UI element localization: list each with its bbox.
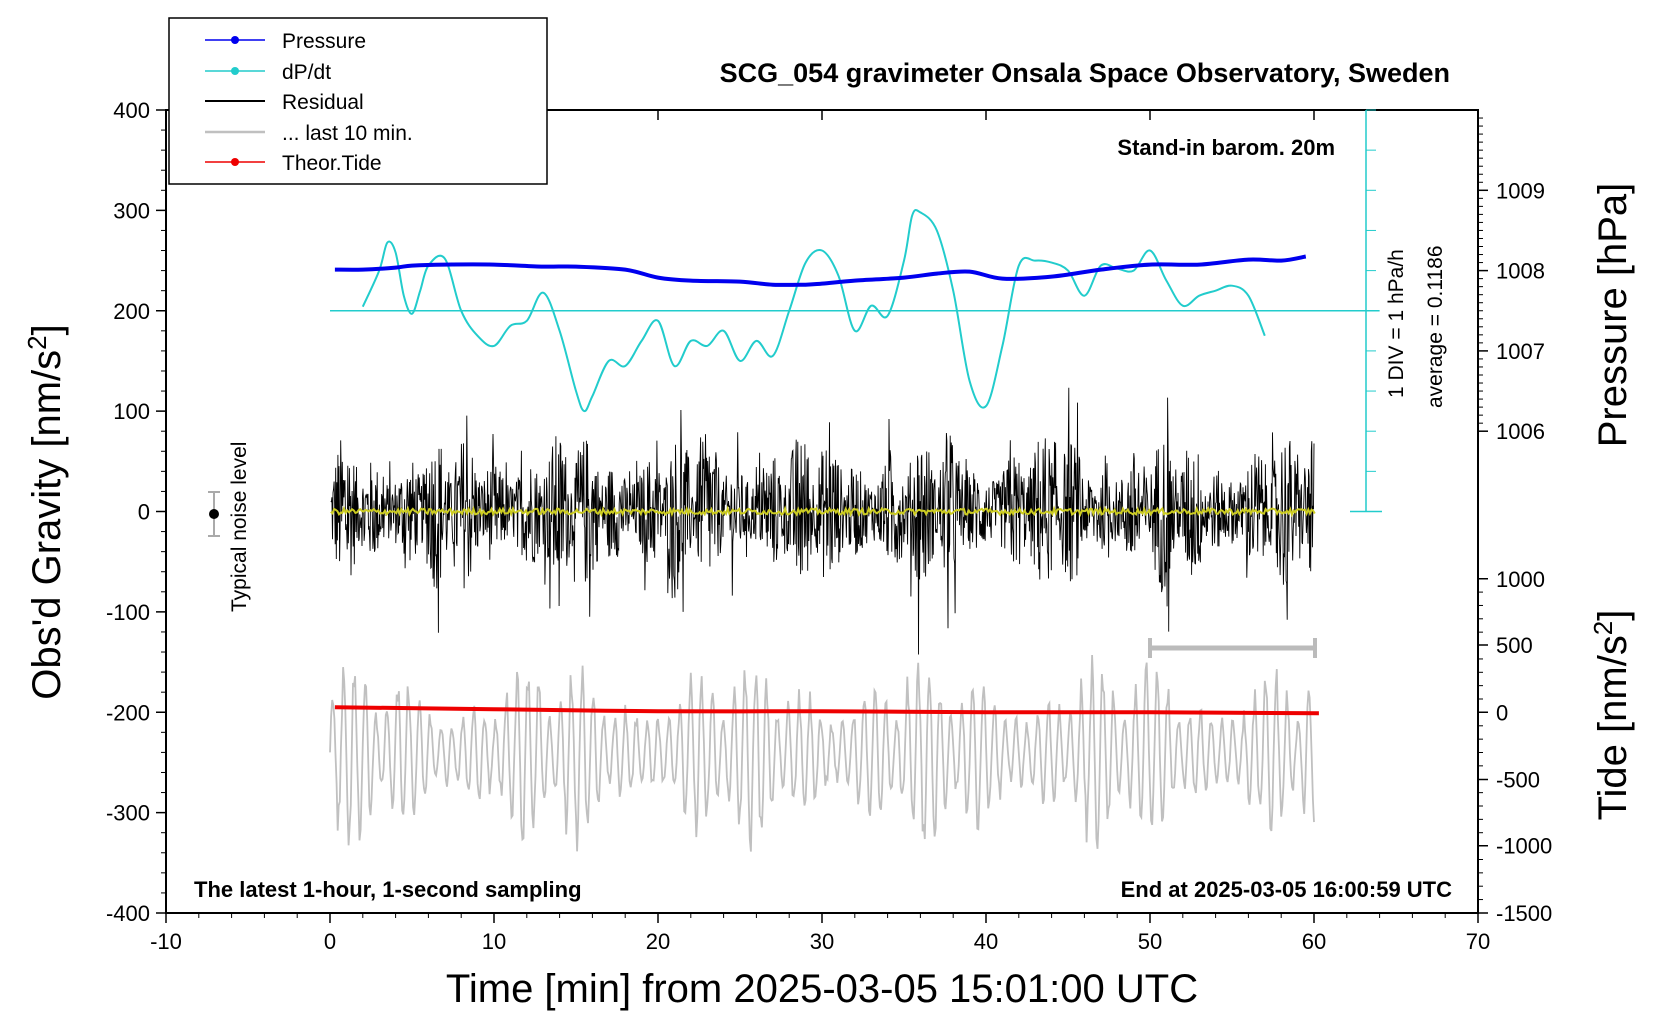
pressure-series: [334, 254, 1307, 287]
pressure-axis-ticks: 1009 1008 1007 1006: [1478, 117, 1545, 444]
barometer-note: Stand-in barom. 20m: [1117, 135, 1335, 160]
tide-tick-label: -500: [1496, 768, 1540, 793]
last-10-min-line: [329, 654, 1315, 852]
tide-label-end: ]: [1591, 610, 1635, 621]
legend-item-dpdt: dP/dt: [205, 61, 331, 84]
x-tick-label: 30: [810, 929, 834, 954]
tide-tick-label: -1000: [1496, 834, 1552, 859]
pressure-tick-label: 1006: [1496, 419, 1545, 444]
div-note: 1 DIV = 1 hPa/h: [1385, 249, 1408, 398]
average-note: average = 0.1186: [1424, 246, 1447, 409]
tide-axis-label: Tide [nm/s2]: [1588, 610, 1635, 821]
legend-item-last-10-min: ... last 10 min.: [205, 122, 413, 145]
y-tick-label: 300: [113, 198, 150, 223]
pressure-tick-label: 1008: [1496, 259, 1545, 284]
y-tick-label: -400: [106, 901, 150, 926]
residual-mean-line: [330, 505, 1316, 518]
legend-item-residual: Residual: [205, 91, 364, 114]
y-tick-label: -200: [106, 700, 150, 725]
tide-label-main: Tide [nm/s: [1591, 635, 1635, 820]
y-tick-label: 100: [113, 399, 150, 424]
x-tick-label: 70: [1466, 929, 1490, 954]
pressure-line: [334, 254, 1307, 287]
tide-line: [334, 705, 1319, 716]
dpdt-scale-bar: [1350, 109, 1382, 513]
last-10-min-range-bar: [1148, 638, 1317, 658]
x-tick-label: 0: [324, 929, 336, 954]
x-tick-label: 20: [646, 929, 670, 954]
latest-note: The latest 1-hour, 1-second sampling: [194, 877, 582, 902]
x-tick-label: 60: [1302, 929, 1326, 954]
noise-level-marker: [208, 491, 220, 537]
tide-tick-label: -1500: [1496, 901, 1552, 926]
svg-text:dP/dt: dP/dt: [282, 61, 331, 84]
pressure-tick-label: 1007: [1496, 339, 1545, 364]
tide-tick-label: 0: [1496, 700, 1508, 725]
pressure-tick-label: 1009: [1496, 178, 1545, 203]
y-tick-label: 0: [138, 500, 150, 525]
residual-series: [330, 387, 1316, 655]
dpdt-series: [330, 208, 1380, 413]
x-tick-label: 10: [482, 929, 506, 954]
tide-label-sup: 2: [1588, 621, 1618, 635]
pressure-axis-label: Pressure [hPa]: [1591, 183, 1635, 448]
y-tick-label: -100: [106, 600, 150, 625]
end-time-note: End at 2025-03-05 16:00:59 UTC: [1121, 877, 1452, 902]
y-left-axis-label: Obs'd Gravity [nm/s2]: [22, 324, 69, 700]
y-left-label-main: Obs'd Gravity [nm/s: [25, 350, 69, 700]
last-10-min-series: [329, 654, 1315, 852]
y-tick-label: 200: [113, 299, 150, 324]
tide-tick-label: 500: [1496, 633, 1533, 658]
y-tick-label: -300: [106, 801, 150, 826]
svg-text:Pressure: Pressure: [282, 30, 366, 53]
svg-text:Residual: Residual: [282, 91, 364, 114]
x-tick-label: 40: [974, 929, 998, 954]
tide-axis-ticks: 1000 500 0 -500 -1000 -1500: [1478, 567, 1552, 926]
residual-line: [330, 387, 1315, 655]
noise-level-label: Typical noise level: [228, 442, 251, 612]
x-tick-label: -10: [150, 929, 182, 954]
y-left-label-sup: 2: [22, 335, 52, 349]
tide-series: [334, 705, 1319, 716]
dpdt-line: [361, 208, 1266, 413]
x-tick-label: 50: [1138, 929, 1162, 954]
chart-title: SCG_054 gravimeter Onsala Space Observat…: [720, 58, 1450, 88]
legend-item-theor-tide: Theor.Tide: [205, 152, 382, 175]
y-left-label-end: ]: [25, 324, 69, 335]
svg-text:Theor.Tide: Theor.Tide: [282, 152, 382, 175]
x-axis-label: Time [min] from 2025-03-05 15:01:00 UTC: [446, 967, 1198, 1011]
legend: Pressure dP/dt Residual ... last 10 min.…: [168, 17, 548, 185]
y-tick-label: 400: [113, 98, 150, 123]
y-left-ticks: 400 300 200 100 0 -100 -200 -300 -400: [106, 98, 166, 926]
legend-item-pressure: Pressure: [205, 30, 366, 53]
tide-tick-label: 1000: [1496, 567, 1545, 592]
svg-text:... last 10 min.: ... last 10 min.: [282, 122, 413, 145]
